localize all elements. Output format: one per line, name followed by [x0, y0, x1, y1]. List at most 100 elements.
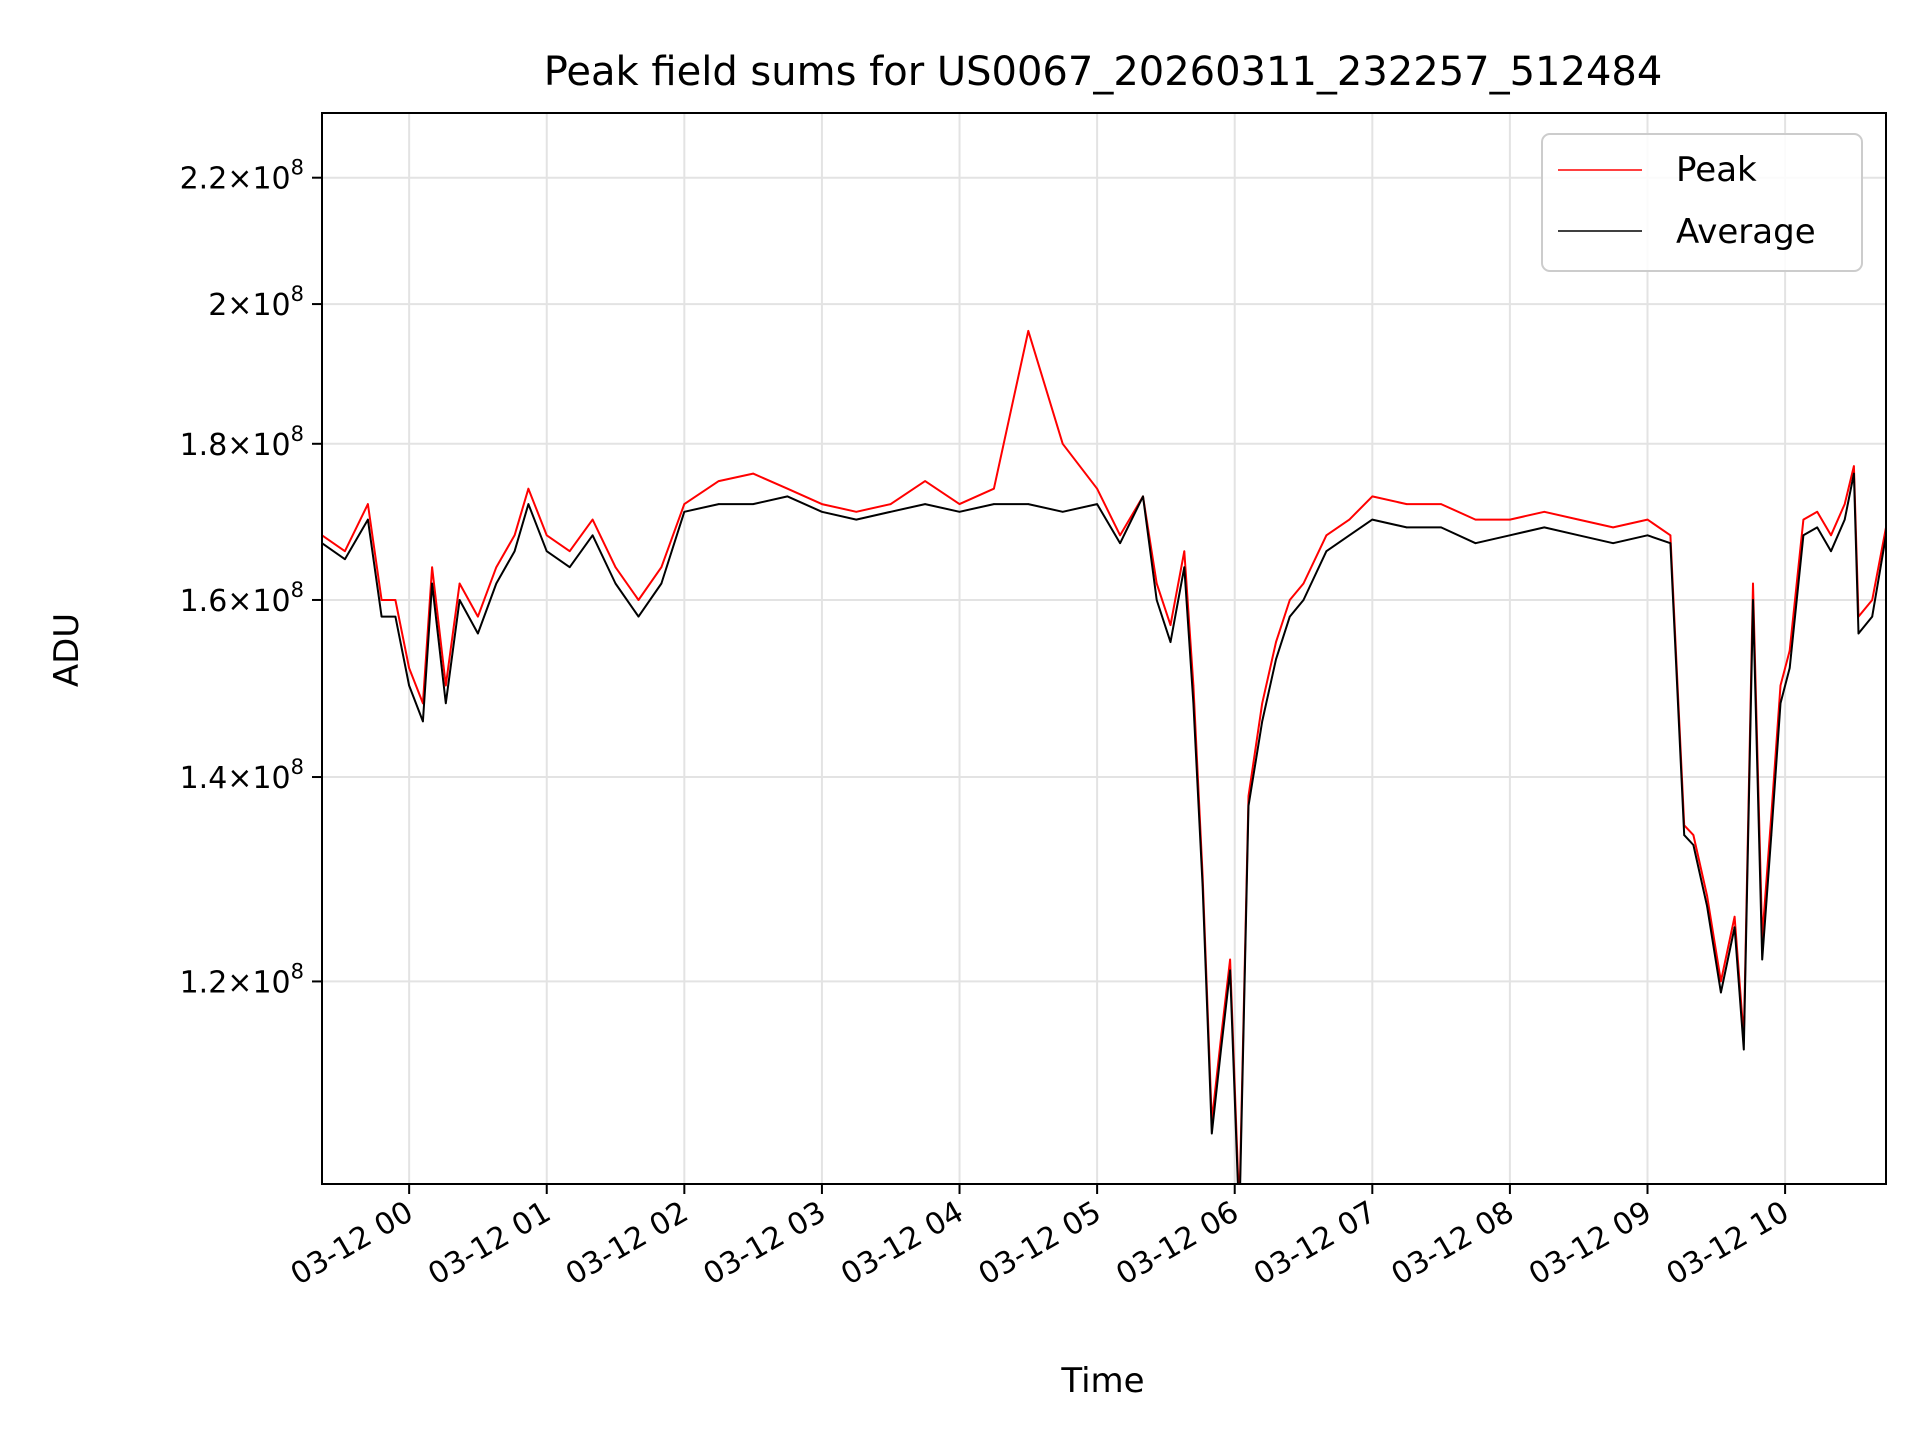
data-point-average: [1348, 534, 1351, 537]
data-point-peak: [1229, 958, 1231, 961]
data-point-peak: [1816, 511, 1819, 513]
data-point-peak: [477, 615, 479, 618]
y-tick-label: 1.6×108: [180, 578, 304, 619]
data-point-peak: [683, 503, 686, 505]
data-point-peak: [568, 550, 571, 552]
data-point-average: [1816, 526, 1819, 529]
data-point-peak: [1612, 526, 1614, 529]
data-point-peak: [1543, 511, 1546, 513]
y-tick-label: 2.2×108: [180, 156, 304, 197]
data-point-peak: [1096, 487, 1098, 490]
data-point-peak: [1119, 534, 1121, 537]
data-point-average: [394, 615, 397, 618]
data-point-average: [1169, 641, 1172, 643]
data-point-average: [1302, 599, 1305, 601]
data-point-peak: [1405, 503, 1408, 505]
data-point-peak: [717, 480, 720, 482]
data-point-peak: [445, 684, 447, 687]
data-point-average: [1325, 550, 1328, 552]
data-point-peak: [1669, 534, 1672, 537]
data-point-peak: [458, 582, 461, 585]
data-point-average: [855, 518, 858, 521]
data-point-peak: [637, 599, 640, 601]
data-point-peak: [660, 566, 663, 569]
data-point-peak: [394, 599, 397, 601]
data-point-average: [1830, 550, 1832, 552]
data-point-average: [344, 558, 346, 560]
data-point-peak: [1155, 582, 1158, 585]
data-point-peak: [591, 518, 594, 521]
data-point-average: [1229, 969, 1231, 972]
data-point-average: [1871, 615, 1874, 618]
data-point-peak: [495, 566, 498, 569]
data-point-average: [958, 511, 961, 513]
data-point-peak: [408, 667, 410, 669]
data-point-peak: [1027, 330, 1030, 332]
data-point-average: [1843, 518, 1846, 521]
y-axis-label: ADU: [47, 613, 87, 687]
data-point-average: [1371, 518, 1374, 521]
data-point-average: [614, 582, 617, 585]
data-point-average: [1474, 542, 1477, 544]
data-point-average: [1027, 503, 1030, 505]
data-point-average: [1720, 991, 1722, 994]
data-point-peak: [1871, 599, 1874, 601]
data-point-peak: [1720, 980, 1722, 983]
data-point-peak: [1474, 518, 1477, 521]
data-point-average: [1802, 534, 1805, 537]
data-point-average: [1183, 566, 1186, 569]
data-point-average: [513, 550, 516, 552]
data-point-average: [1096, 503, 1098, 505]
data-point-peak: [1261, 702, 1264, 705]
data-point-peak: [1325, 534, 1328, 537]
series-line-average: [322, 472, 1886, 1184]
data-point-peak: [1646, 518, 1649, 521]
data-point-peak: [1733, 915, 1736, 918]
data-point-peak: [855, 511, 858, 513]
data-point-average: [1543, 526, 1546, 529]
data-point-average: [527, 503, 530, 505]
data-point-average: [380, 615, 383, 618]
series-layer: [322, 329, 1886, 1184]
data-point-peak: [1169, 624, 1172, 626]
data-point-peak: [1788, 649, 1791, 652]
legend-peak-label: Peak: [1676, 150, 1757, 190]
data-point-average: [1669, 542, 1672, 544]
data-point-average: [1288, 615, 1291, 618]
data-point-average: [1210, 1132, 1213, 1135]
data-point-peak: [1779, 684, 1782, 687]
data-point-average: [1770, 834, 1773, 836]
data-point-average: [477, 632, 479, 635]
data-point-average: [367, 518, 369, 521]
data-point-average: [1261, 720, 1264, 723]
data-point-peak: [889, 503, 892, 505]
data-point-average: [1706, 905, 1708, 908]
data-point-average: [1405, 526, 1408, 529]
data-point-peak: [821, 503, 823, 505]
data-point-average: [924, 503, 926, 505]
data-point-peak: [1692, 834, 1695, 836]
data-point-average: [1247, 804, 1250, 807]
data-point-average: [1119, 542, 1121, 544]
data-point-peak: [1440, 503, 1442, 505]
y-tick-label: 1.2×108: [180, 959, 304, 1000]
data-point-average: [1779, 702, 1782, 705]
data-point-peak: [431, 566, 433, 569]
data-point-peak: [1061, 442, 1064, 445]
data-point-average: [1683, 834, 1685, 836]
data-point-average: [1509, 534, 1511, 537]
data-point-average: [1275, 658, 1277, 661]
data-point-average: [993, 503, 995, 505]
data-point-peak: [1577, 518, 1580, 521]
data-point-average: [1061, 511, 1064, 513]
data-point-average: [495, 582, 498, 585]
data-point-peak: [958, 503, 961, 505]
data-point-average: [1142, 495, 1144, 498]
data-point-peak: [1843, 503, 1846, 505]
data-point-peak: [1853, 465, 1855, 467]
data-point-average: [545, 550, 548, 552]
data-point-peak: [1302, 582, 1305, 585]
legend-box: [1541, 133, 1863, 272]
y-axis-ticks: 1.2×108 1.4×108 1.6×108 1.8×108 2×108 2.2×108: [180, 156, 322, 1000]
legend: Peak Average: [1541, 133, 1863, 272]
